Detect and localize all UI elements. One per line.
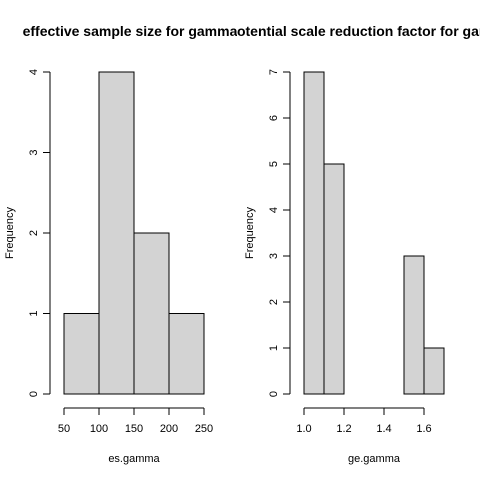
x-axis-label: es.gamma xyxy=(108,453,160,465)
histogram-bar xyxy=(323,163,345,395)
histogram-bar xyxy=(168,313,205,395)
y-tick-label: 6 xyxy=(268,115,280,121)
y-tick-label: 0 xyxy=(268,391,280,397)
panel-titles: effective sample size for gammapotential… xyxy=(23,23,480,39)
y-axis-label: Frequency xyxy=(244,207,256,259)
histogram-bar xyxy=(133,232,170,395)
y-tick-label: 3 xyxy=(28,149,40,155)
y-tick-label: 4 xyxy=(268,207,280,213)
histogram-bar xyxy=(98,71,135,395)
histogram-bar xyxy=(403,255,425,395)
y-tick-label: 1 xyxy=(28,310,40,316)
x-tick-label: 1.0 xyxy=(296,423,311,435)
chart-title: potential scale reduction factor for gam… xyxy=(228,23,480,39)
y-axis-label: Frequency xyxy=(4,207,16,259)
y-tick-label: 2 xyxy=(268,299,280,305)
histogram-bar xyxy=(423,347,445,395)
x-tick-label: 200 xyxy=(160,423,178,435)
panel-potential-scale-reduction-factor: 1.0 1.2 1.4 1.6 0 1 2 3 4 5 6 7 ge.gamma Frequency xyxy=(244,69,445,465)
x-tick-label: 1.2 xyxy=(336,423,351,435)
y-tick-label: 5 xyxy=(268,161,280,167)
x-tick-label: 1.6 xyxy=(416,423,431,435)
y-tick-label: 0 xyxy=(28,391,40,397)
y-tick-label: 1 xyxy=(268,345,280,351)
x-tick-label: 150 xyxy=(125,423,143,435)
x-tick-label: 1.4 xyxy=(376,423,391,435)
x-tick-label: 250 xyxy=(195,423,213,435)
y-tick-label: 4 xyxy=(28,69,40,75)
chart-title: effective sample size for gamma xyxy=(23,23,238,39)
x-axis-label: ge.gamma xyxy=(348,453,401,465)
x-tick-label: 100 xyxy=(90,423,108,435)
panel-effective-sample-size: 50 100 150 200 250 0 1 2 3 4 es.gamma Frequency xyxy=(4,69,213,465)
histogram-bar xyxy=(303,71,325,395)
x-tick-label: 50 xyxy=(58,423,70,435)
y-tick-label: 3 xyxy=(268,253,280,259)
y-tick-label: 7 xyxy=(268,69,280,75)
histogram-bar xyxy=(63,313,100,395)
y-tick-label: 2 xyxy=(28,230,40,236)
